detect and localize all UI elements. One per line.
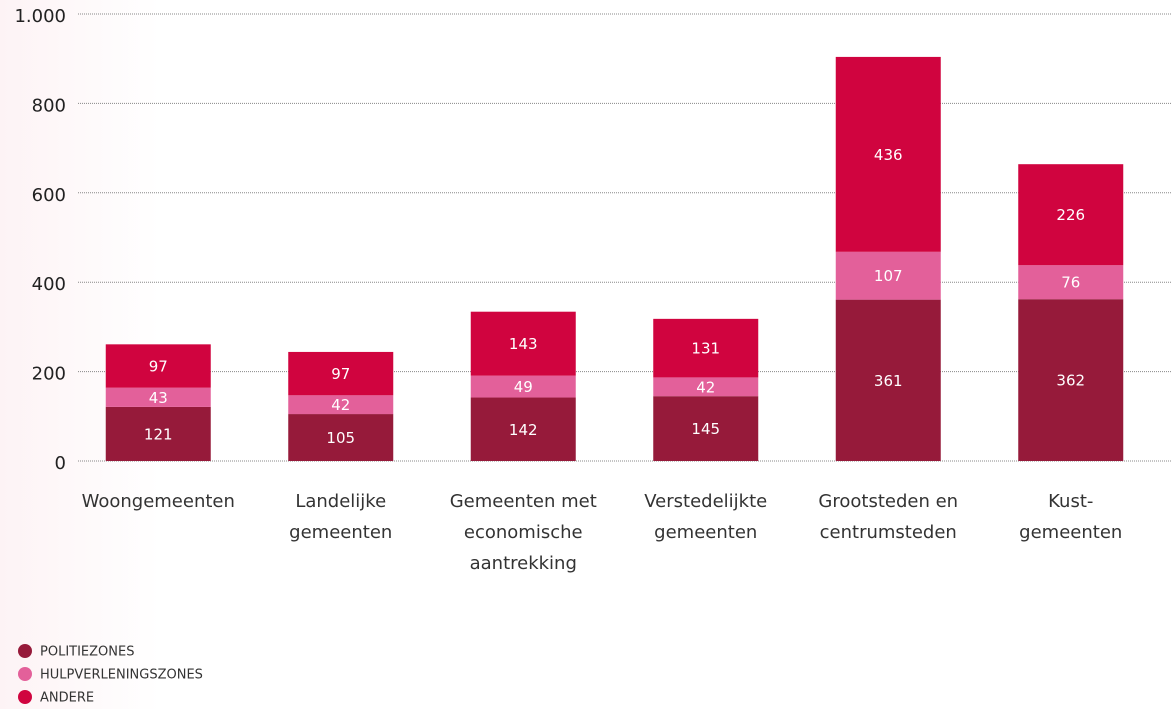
bar-segment <box>835 299 941 461</box>
x-tick-label: Landelijke gemeenten <box>289 491 393 543</box>
data-label: 42 <box>696 378 715 396</box>
x-tick-label: Grootsteden en centrumsteden <box>818 491 959 543</box>
data-label: 97 <box>149 358 168 376</box>
bar-segment <box>288 351 394 396</box>
data-label: 361 <box>874 372 903 390</box>
data-label: 105 <box>326 429 355 447</box>
y-tick-label: 800 <box>32 95 66 116</box>
bar-segment <box>653 396 759 461</box>
bar-segment <box>1018 299 1124 461</box>
bar-segment <box>288 395 394 415</box>
y-tick-label: 400 <box>32 274 66 295</box>
data-label: 121 <box>144 425 173 443</box>
bar-segment <box>835 56 941 252</box>
legend-swatch <box>18 644 32 658</box>
legend-label: ANDERE <box>40 691 94 706</box>
data-label: 97 <box>331 365 350 383</box>
bar-segment <box>470 397 576 461</box>
data-label: 131 <box>691 340 720 358</box>
bar-segment <box>470 311 576 376</box>
legend-label: HULPVERLENINGSZONES <box>40 668 203 683</box>
data-label: 49 <box>514 378 533 396</box>
y-tick-label: 1.000 <box>14 6 66 27</box>
data-label: 43 <box>149 389 168 407</box>
bar-segment <box>105 387 211 407</box>
bar-segment <box>1018 164 1124 266</box>
data-label: 145 <box>691 420 720 438</box>
bar-segment <box>288 414 394 461</box>
legend-label: POLITIEZONES <box>40 645 134 660</box>
data-label: 436 <box>874 146 903 164</box>
data-label: 226 <box>1056 206 1085 224</box>
y-tick-label: 600 <box>32 185 66 206</box>
data-label: 362 <box>1056 372 1085 390</box>
bar-segment <box>105 406 211 461</box>
legend-swatch <box>18 667 32 681</box>
data-label: 42 <box>331 396 350 414</box>
x-tick-label: Woongemeenten <box>81 491 235 512</box>
y-tick-label: 200 <box>32 364 66 385</box>
data-label: 142 <box>509 421 538 439</box>
bar-segment <box>105 344 211 388</box>
x-tick-label: Gemeenten met economische aantrekking <box>449 491 597 574</box>
data-label: 107 <box>874 267 903 285</box>
data-label: 76 <box>1061 274 1080 292</box>
x-tick-label: Verstedelijkte gemeenten <box>644 491 768 543</box>
bar-segment <box>653 377 759 397</box>
bar-segment <box>653 318 759 378</box>
x-tick-label: Kust- gemeenten <box>1019 491 1123 543</box>
bar-segment <box>1018 265 1124 300</box>
data-label: 143 <box>509 335 538 353</box>
bar-segment <box>835 251 941 300</box>
legend-swatch <box>18 690 32 704</box>
bar-segment <box>470 375 576 398</box>
y-tick-label: 0 <box>55 453 66 474</box>
